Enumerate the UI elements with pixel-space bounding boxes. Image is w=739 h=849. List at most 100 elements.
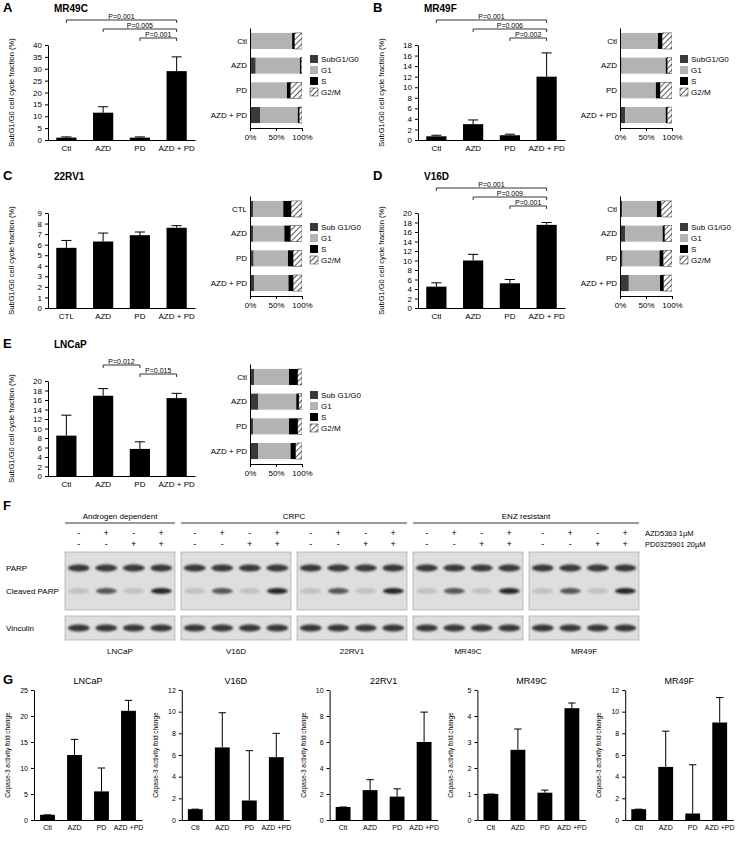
bar bbox=[56, 138, 76, 140]
treatment-sign: - bbox=[105, 539, 108, 549]
tick-mark bbox=[302, 296, 303, 299]
tick-label: 10 bbox=[316, 687, 324, 694]
category-tick: AZD bbox=[231, 397, 247, 406]
category-label: Ctl bbox=[237, 373, 247, 382]
error-cap bbox=[468, 254, 478, 255]
bar-segment bbox=[295, 33, 302, 49]
legend-label: S bbox=[321, 245, 326, 254]
error-cap bbox=[61, 240, 71, 241]
tick-mark bbox=[45, 255, 48, 256]
band bbox=[267, 588, 288, 594]
bar-segment bbox=[250, 443, 258, 459]
tick-label: 8 bbox=[408, 94, 413, 103]
legend-swatch bbox=[310, 402, 318, 410]
p-value: P=0.001 bbox=[108, 13, 134, 20]
tick-label: 6 bbox=[320, 739, 324, 746]
bar-segment bbox=[658, 33, 662, 49]
legend-label: S bbox=[321, 77, 326, 86]
bar bbox=[167, 228, 187, 308]
error-stem bbox=[74, 739, 75, 755]
panel-label: G bbox=[3, 672, 13, 687]
tick-label: 8 bbox=[320, 713, 324, 720]
tick: 0 bbox=[408, 136, 418, 145]
legend: SubG1/G0G1SG2/M bbox=[680, 55, 729, 97]
category-label: AZD +PD bbox=[409, 824, 439, 831]
error-cap bbox=[135, 136, 145, 137]
tick: 6 bbox=[38, 241, 48, 250]
band bbox=[211, 625, 233, 632]
axis-line bbox=[250, 197, 251, 297]
bar bbox=[269, 757, 284, 820]
category-label: PD bbox=[236, 422, 247, 431]
figure-container: 0510152025303540CtlAZDPDAZD + PDAMR49CSu… bbox=[0, 0, 739, 849]
tick-mark bbox=[327, 716, 330, 717]
tick: 12 bbox=[403, 73, 418, 82]
error-stem bbox=[249, 751, 250, 801]
category-label: AZD + PD bbox=[529, 312, 565, 321]
legend: Sub G1/G0G1SG2/M bbox=[680, 223, 732, 265]
tick-label: 0 bbox=[38, 136, 43, 145]
axis-line bbox=[182, 691, 183, 821]
band bbox=[68, 625, 90, 632]
tick-mark bbox=[474, 768, 477, 769]
category-label: PD bbox=[244, 824, 254, 831]
error-bar bbox=[505, 134, 515, 135]
group-label: Androgen dependent bbox=[83, 512, 159, 521]
tick-label: 100% bbox=[292, 301, 312, 310]
category-tick: Ctl bbox=[237, 373, 247, 382]
error-bar bbox=[273, 733, 280, 757]
tick-mark bbox=[45, 276, 48, 277]
tick-mark bbox=[45, 245, 48, 246]
category-label: CTL bbox=[59, 312, 75, 321]
tick-label: 15 bbox=[33, 100, 42, 109]
tick: 25 bbox=[20, 687, 34, 694]
axis: 0246810 bbox=[316, 687, 330, 824]
bar-segment bbox=[622, 58, 666, 74]
tick-label: 2 bbox=[38, 283, 43, 292]
tick: 10 bbox=[33, 112, 48, 121]
bar-segment bbox=[663, 226, 665, 242]
bar bbox=[242, 801, 257, 821]
tick-label: 50% bbox=[268, 133, 284, 142]
error-stem bbox=[176, 57, 177, 71]
error-bar bbox=[192, 809, 199, 810]
tick-label: 4 bbox=[408, 115, 413, 124]
marks bbox=[620, 201, 672, 291]
tick: 0% bbox=[245, 464, 257, 478]
tick: 0 bbox=[408, 304, 418, 313]
group-line bbox=[181, 523, 407, 524]
category-tick: AZD + PD bbox=[211, 447, 247, 456]
tick-mark bbox=[45, 438, 48, 439]
legend-swatch bbox=[310, 223, 318, 231]
treatment-sign: + bbox=[623, 539, 628, 549]
error-bar bbox=[431, 283, 441, 287]
legend-swatch bbox=[680, 234, 688, 242]
bar bbox=[631, 809, 646, 820]
error-stem bbox=[517, 729, 518, 750]
error-bar bbox=[61, 136, 71, 138]
error-bar bbox=[689, 765, 696, 814]
cell-line-label: V16D bbox=[226, 647, 246, 656]
significance-bracket bbox=[66, 20, 176, 23]
tick: 0 bbox=[467, 817, 477, 824]
axis-line bbox=[330, 691, 331, 821]
bar bbox=[417, 742, 432, 820]
tick-mark bbox=[622, 733, 625, 734]
category-label: AZD +PD bbox=[705, 824, 735, 831]
tick-mark bbox=[276, 128, 277, 131]
category-label: AZD bbox=[465, 312, 481, 321]
axis: CtlAZDPDAZD +PD bbox=[478, 821, 587, 831]
category-label: Ctl bbox=[237, 37, 247, 46]
error-stem bbox=[370, 780, 371, 790]
bar bbox=[426, 287, 446, 308]
tick: 4 bbox=[38, 453, 48, 462]
error-stem bbox=[424, 712, 425, 742]
tick-label: 10 bbox=[20, 765, 28, 772]
band bbox=[355, 565, 377, 572]
tick-mark bbox=[45, 429, 48, 430]
axis-line bbox=[48, 382, 49, 477]
tick: 2 bbox=[172, 795, 182, 802]
axis: CtlAZDPDAZD + PD bbox=[49, 141, 196, 153]
band-label: Cleaved PARP bbox=[6, 587, 59, 596]
tick-mark bbox=[276, 296, 277, 299]
